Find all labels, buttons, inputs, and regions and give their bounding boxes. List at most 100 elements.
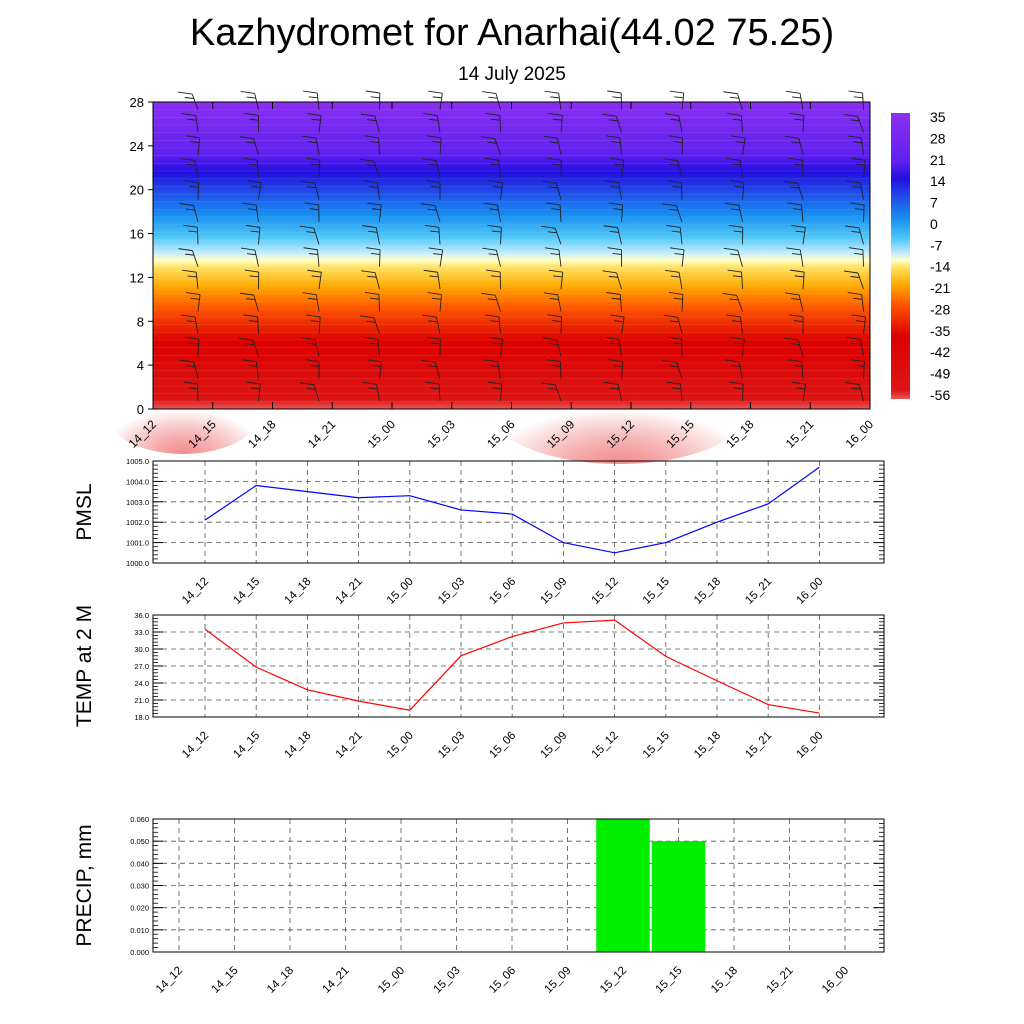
wind-barb xyxy=(851,314,867,334)
wind-barb xyxy=(541,382,562,402)
pmsl-x-tick-label: 15_00 xyxy=(385,576,416,607)
pmsl-series-line xyxy=(204,466,820,554)
heatmap-y-tick-label: 16 xyxy=(130,227,144,242)
wind-barb xyxy=(425,180,441,200)
wind-barb xyxy=(361,270,380,290)
temp-series-line xyxy=(204,619,820,714)
wind-barb xyxy=(183,224,199,245)
wind-barb xyxy=(791,381,807,402)
wind-barb xyxy=(244,269,260,290)
wind-barb xyxy=(847,292,864,312)
wind-barb xyxy=(484,314,501,334)
wind-barb xyxy=(181,113,199,133)
wind-barb xyxy=(783,180,804,200)
wind-barb xyxy=(422,314,441,334)
precip-bar xyxy=(596,819,650,952)
temp-x-tick-label: 15_21 xyxy=(743,730,774,761)
wind-barb xyxy=(607,247,622,267)
temp-x-tick-label: 15_15 xyxy=(641,730,672,761)
wind-barb xyxy=(546,202,562,222)
pmsl-x-tick-label: 15_06 xyxy=(487,576,518,607)
wind-barb xyxy=(427,292,442,312)
wind-barb xyxy=(543,292,562,312)
wind-barb xyxy=(359,158,380,178)
wind-barb xyxy=(363,180,380,200)
wind-barb xyxy=(731,135,746,155)
wind-barb xyxy=(728,224,744,245)
wind-barb xyxy=(730,336,745,357)
wind-barb xyxy=(668,135,684,155)
wind-barb xyxy=(306,314,321,334)
wind-barb xyxy=(608,202,624,222)
wind-barb xyxy=(542,180,562,200)
wind-barb xyxy=(300,180,320,200)
pmsl-x-tick-label: 15_18 xyxy=(692,576,723,607)
wind-barb xyxy=(783,337,804,357)
wind-barb xyxy=(422,158,441,178)
wind-barb xyxy=(240,247,259,267)
temp-x-tick-label: 14_15 xyxy=(231,730,262,761)
temp-y-tick-label: 21.0 xyxy=(134,696,149,705)
wind-barb xyxy=(542,337,562,357)
pmsl-x-tick-label: 16_00 xyxy=(794,576,825,607)
wind-barb xyxy=(548,269,564,290)
temp-x-tick-label: 15_18 xyxy=(692,730,723,761)
pmsl-x-tick-label: 15_03 xyxy=(436,576,467,607)
wind-barb xyxy=(788,314,804,334)
precip-y-tick-label: 0.050 xyxy=(130,837,149,846)
wind-barb xyxy=(488,336,504,357)
heatmap-y-tick-label: 24 xyxy=(130,139,144,154)
wind-barb xyxy=(726,157,743,178)
precip-y-tick-label: 0.020 xyxy=(130,904,149,913)
wind-barb xyxy=(664,113,683,133)
wind-barb xyxy=(602,113,622,133)
colorbar-label: -56 xyxy=(930,387,950,403)
wind-barb xyxy=(364,135,380,155)
heatmap-x-tick-label: 15_03 xyxy=(424,417,458,451)
heatmap-x-tick-label: 14_21 xyxy=(305,417,339,451)
wind-barb xyxy=(183,381,199,402)
wind-barb xyxy=(299,225,320,245)
wind-barb xyxy=(180,158,199,178)
wind-barb xyxy=(364,292,380,312)
precip-x-tick-label: 15_21 xyxy=(765,965,796,996)
wind-barb xyxy=(487,381,503,402)
wind-barb xyxy=(668,292,684,312)
wind-barb xyxy=(603,381,622,402)
wind-barb xyxy=(359,315,380,334)
temp-x-tick-label: 16_00 xyxy=(794,730,825,761)
wind-barb xyxy=(239,136,259,155)
wind-barb xyxy=(242,202,259,222)
colorbar-label: -28 xyxy=(930,301,950,317)
chart-title: Kazhydromet for Anarhai(44.02 75.25) xyxy=(189,12,835,54)
wind-barb xyxy=(186,292,201,312)
wind-barb xyxy=(787,202,804,222)
colorbar-label: -42 xyxy=(930,344,950,360)
wind-barb xyxy=(304,359,320,379)
heatmap-y-tick-label: 28 xyxy=(130,95,144,110)
precip-x-tick-label: 15_15 xyxy=(654,965,685,996)
wind-barb xyxy=(605,336,622,357)
wind-barb xyxy=(362,381,380,402)
heatmap-y-tick-label: 12 xyxy=(130,270,144,285)
wind-barb xyxy=(606,292,622,312)
wind-barb xyxy=(609,157,625,178)
temp-x-tick-label: 15_12 xyxy=(590,730,621,761)
temp-x-tick-label: 14_12 xyxy=(180,730,211,761)
pmsl-y-tick-label: 1004.0 xyxy=(126,477,149,486)
wind-barb xyxy=(724,202,743,223)
wind-barb xyxy=(667,180,683,200)
temp-x-tick-label: 14_21 xyxy=(334,730,365,761)
wind-barb xyxy=(850,359,865,379)
wind-barb xyxy=(666,224,683,245)
wind-barb xyxy=(790,269,805,290)
wind-barb xyxy=(547,157,562,178)
precip-x-tick-label: 14_12 xyxy=(154,965,185,996)
pmsl-x-tick-label: 15_12 xyxy=(590,576,621,607)
wind-barb xyxy=(543,135,562,155)
wind-barb xyxy=(185,135,201,155)
wind-barb xyxy=(488,180,504,200)
temp-y-tick-label: 27.0 xyxy=(134,662,149,671)
precip-y-axis-label: PRECIP, mm xyxy=(73,824,96,946)
wind-barb xyxy=(843,113,864,133)
